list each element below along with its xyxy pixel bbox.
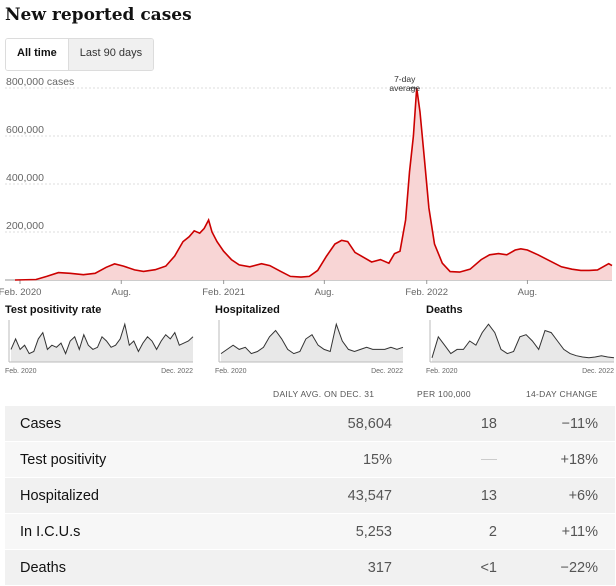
sparkline-end-label: Dec. 2022 — [161, 368, 193, 375]
table-row: Test positivity 15% +18% — [5, 441, 615, 478]
metric-name: In I.C.U.s — [5, 513, 221, 550]
header-14-day-change: 14-DAY CHANGE — [526, 389, 598, 399]
sparkline-end-label: Dec. 2022 — [371, 368, 403, 375]
time-range-toggle: All time Last 90 days — [5, 38, 155, 71]
change-value: +18% — [499, 441, 615, 478]
cases-chart: 200,000 400,000 600,000 800,000 cases Feb. 2… — [0, 74, 613, 298]
sparkline-area — [432, 324, 614, 362]
all-time-button[interactable]: All time — [6, 39, 68, 70]
y-tick-label: 200,000 — [6, 220, 44, 232]
header-daily-avg: DAILY AVG. ON DEC. 31 — [273, 389, 375, 399]
stats-table: Cases 58,604 18 −11% Test positivity 15% +18% H… — [5, 406, 615, 586]
y-tick-label: 800,000 cases — [6, 76, 74, 88]
no-data-dash — [481, 459, 497, 461]
header-per-100k: PER 100,000 — [417, 389, 471, 399]
sparkline-line — [431, 323, 615, 359]
daily-avg-value: 317 — [221, 549, 398, 586]
cases-line — [14, 87, 613, 281]
per-100k-value: 18 — [398, 406, 499, 442]
metric-name: Deaths — [5, 549, 221, 586]
daily-avg-value: 43,547 — [221, 477, 398, 514]
table-row: Deaths 317 <1 −22% — [5, 549, 615, 586]
change-value: +6% — [499, 477, 615, 514]
hospitalized-title: Hospitalized — [215, 304, 280, 316]
daily-avg-value: 5,253 — [221, 513, 398, 550]
annotation-label: 7-day — [394, 74, 416, 84]
sparkline-line — [10, 322, 194, 355]
table-row: Hospitalized 43,547 13 +6% — [5, 477, 615, 514]
x-tick-label: Aug. — [315, 287, 335, 298]
annotation-label: average — [389, 83, 420, 93]
per-100k-value: 2 — [398, 513, 499, 550]
test-positivity-sparkline: Feb. 2020 Dec. 2022 — [5, 320, 194, 375]
sparkline-start-label: Feb. 2020 — [426, 368, 458, 375]
metric-name: Test positivity — [5, 441, 221, 478]
sparkline-start-label: Feb. 2020 — [215, 368, 247, 375]
daily-avg-value: 15% — [221, 441, 398, 478]
page-title: New reported cases — [5, 5, 192, 25]
deaths-title: Deaths — [426, 304, 463, 316]
table-row: Cases 58,604 18 −11% — [5, 406, 615, 442]
table-row: In I.C.U.s 5,253 2 +11% — [5, 513, 615, 550]
daily-avg-value: 58,604 — [221, 406, 398, 442]
x-tick-label: Aug. — [111, 287, 131, 298]
metric-name: Hospitalized — [5, 477, 221, 514]
change-value: +11% — [499, 513, 615, 550]
change-value: −11% — [499, 406, 615, 442]
per-100k-value: 13 — [398, 477, 499, 514]
y-tick-label: 400,000 — [6, 172, 44, 184]
change-value: −22% — [499, 549, 615, 586]
deaths-sparkline: Feb. 2020 Dec. 2022 — [426, 320, 615, 375]
sparkline-area — [11, 324, 193, 362]
hospitalized-sparkline: Feb. 2020 Dec. 2022 — [215, 320, 404, 375]
x-tick-label: Feb. 2022 — [405, 287, 448, 298]
x-tick-label: Feb. 2020 — [0, 287, 41, 298]
per-100k-value: <1 — [398, 549, 499, 586]
last-90-days-button[interactable]: Last 90 days — [67, 39, 154, 70]
sparkline-start-label: Feb. 2020 — [5, 368, 37, 375]
y-tick-label: 600,000 — [6, 124, 44, 136]
sparkline-end-label: Dec. 2022 — [582, 368, 614, 375]
x-tick-label: Feb. 2021 — [202, 287, 245, 298]
per-100k-value — [398, 441, 499, 478]
sparkline-area — [221, 324, 403, 362]
x-tick-label: Aug. — [518, 287, 538, 298]
test-positivity-title: Test positivity rate — [5, 304, 102, 316]
sparkline-line — [220, 322, 404, 355]
metric-name: Cases — [5, 406, 221, 442]
